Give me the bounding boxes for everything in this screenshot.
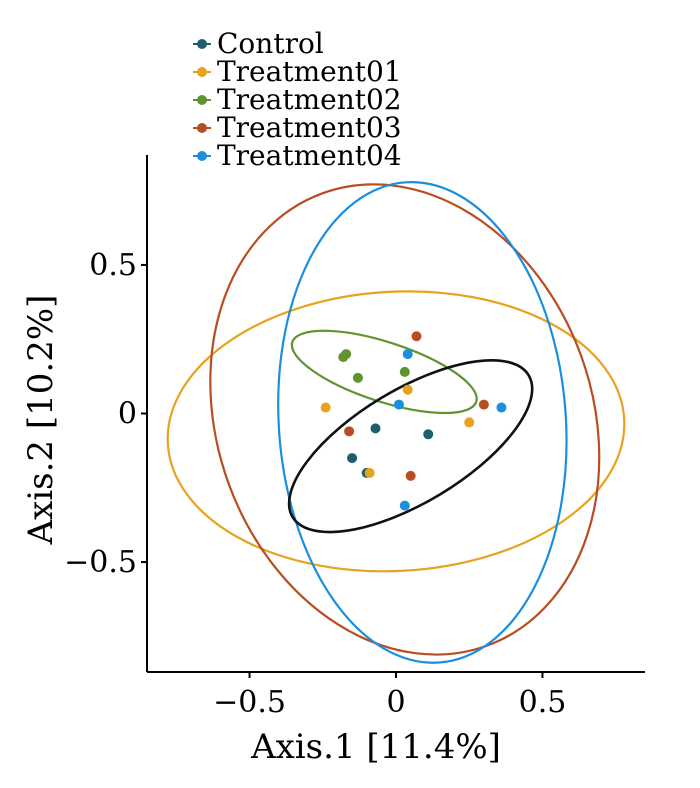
point-treatment01	[464, 417, 475, 428]
legend-key-dot	[197, 95, 207, 105]
legend-label: Treatment03	[217, 111, 402, 144]
point-treatment03	[478, 399, 489, 410]
legend-label: Control	[217, 27, 324, 60]
ellipse-treatment04	[277, 181, 568, 664]
point-treatment04	[496, 402, 507, 413]
point-treatment01	[364, 467, 375, 478]
legend-key-dot	[197, 39, 207, 49]
x-tick-label: 0.5	[519, 685, 567, 720]
point-control	[347, 453, 358, 464]
point-treatment03	[344, 426, 355, 437]
confidence-ellipses	[166, 181, 626, 664]
point-control	[370, 423, 381, 434]
y-axis-title: Axis.2 [10.2%]	[21, 295, 61, 546]
ellipse-treatment01	[166, 290, 626, 573]
x-tick-label: −0.5	[213, 685, 286, 720]
x-axis-title: Axis.1 [11.4%]	[250, 727, 501, 767]
data-points	[320, 331, 507, 511]
x-axis-ticks: −0.5 0 0.5	[213, 672, 566, 720]
y-axis-ticks: 0.5 0 −0.5	[64, 248, 147, 580]
legend-label: Treatment02	[217, 83, 402, 116]
point-treatment01	[402, 384, 413, 395]
legend-label: Treatment01	[217, 55, 402, 88]
point-treatment01	[320, 402, 331, 413]
point-treatment04	[402, 349, 413, 360]
legend-key-dot	[197, 67, 207, 77]
ellipse-control	[287, 359, 534, 534]
point-treatment03	[411, 331, 422, 342]
point-control	[423, 429, 434, 440]
x-tick-label: 0	[386, 685, 405, 720]
point-treatment02	[341, 349, 352, 360]
ellipse-treatment03	[209, 183, 601, 656]
point-treatment02	[399, 366, 410, 377]
legend-key-dot	[197, 151, 207, 161]
point-treatment04	[393, 399, 404, 410]
point-treatment04	[399, 500, 410, 511]
point-treatment02	[352, 372, 363, 383]
point-treatment03	[405, 470, 416, 481]
y-tick-label: 0	[118, 397, 137, 432]
legend: ControlTreatment01Treatment02Treatment03…	[193, 27, 402, 172]
y-tick-label: 0.5	[89, 248, 137, 283]
legend-label: Treatment04	[217, 139, 402, 172]
legend-key-dot	[197, 123, 207, 133]
ellipse-treatment02	[290, 329, 478, 415]
y-tick-label: −0.5	[64, 545, 137, 580]
